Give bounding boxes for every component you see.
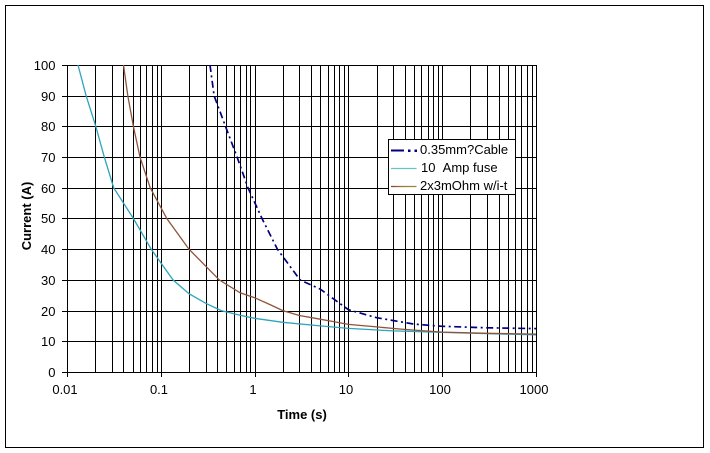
svg-text:1000: 1000 — [520, 382, 549, 397]
svg-text:0.1: 0.1 — [150, 382, 168, 397]
svg-text:70: 70 — [41, 150, 55, 165]
svg-text:0: 0 — [48, 365, 55, 380]
svg-text:90: 90 — [41, 89, 55, 104]
svg-text:10: 10 — [41, 334, 55, 349]
svg-text:100: 100 — [429, 382, 451, 397]
svg-text:2x3mOhm w/i-t: 2x3mOhm w/i-t — [420, 178, 508, 193]
svg-text:10: 10 — [339, 382, 353, 397]
svg-text:100: 100 — [34, 58, 56, 73]
svg-text:1: 1 — [249, 382, 256, 397]
svg-text:0.01: 0.01 — [52, 382, 77, 397]
svg-text:80: 80 — [41, 119, 55, 134]
svg-text:Current (A): Current (A) — [19, 182, 34, 251]
svg-text:40: 40 — [41, 242, 55, 257]
svg-text:Time (s): Time (s) — [277, 407, 327, 422]
svg-text:60: 60 — [41, 181, 55, 196]
svg-text:30: 30 — [41, 273, 55, 288]
svg-text:10 Amp fuse: 10 Amp fuse — [421, 160, 498, 175]
svg-text:50: 50 — [41, 211, 55, 226]
svg-text:20: 20 — [41, 304, 55, 319]
svg-text:0.35mm?Cable: 0.35mm?Cable — [420, 142, 508, 157]
